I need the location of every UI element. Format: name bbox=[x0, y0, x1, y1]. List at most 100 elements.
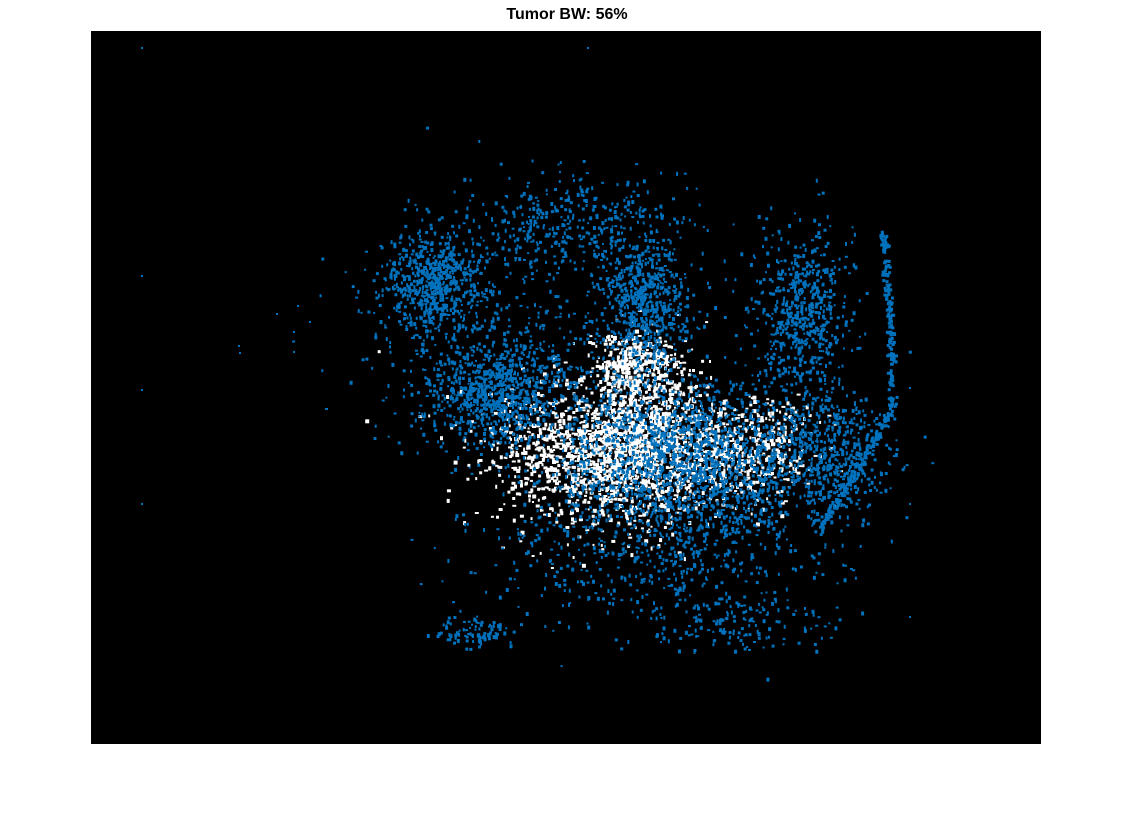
mask-pixel bbox=[602, 463, 606, 467]
mask-pixel bbox=[718, 453, 722, 457]
mask-pixel bbox=[567, 499, 572, 504]
mask-pixel bbox=[608, 338, 611, 342]
mask-pixel bbox=[750, 467, 753, 471]
cell-point bbox=[580, 451, 583, 453]
cell-point bbox=[616, 524, 620, 528]
mask-pixel bbox=[705, 384, 710, 389]
cell-point bbox=[656, 479, 659, 482]
cell-point bbox=[728, 392, 731, 396]
cell-point bbox=[742, 422, 746, 426]
cell-point bbox=[722, 491, 726, 494]
mask-pixel bbox=[675, 429, 679, 433]
cell-point bbox=[571, 460, 575, 465]
mask-pixel bbox=[615, 481, 619, 485]
cell-point bbox=[692, 387, 695, 391]
mask-pixel bbox=[638, 380, 643, 384]
cell-point bbox=[712, 492, 716, 497]
mask-pixel bbox=[678, 442, 681, 446]
cell-point bbox=[741, 513, 744, 517]
mask-pixel bbox=[777, 461, 780, 465]
cell-point bbox=[771, 415, 775, 418]
mask-pixel bbox=[689, 389, 692, 394]
cell-point bbox=[517, 395, 520, 399]
mask-pixel bbox=[576, 499, 580, 502]
mask-pixel bbox=[669, 388, 674, 393]
cell-point bbox=[764, 475, 767, 479]
cell-point bbox=[694, 392, 698, 397]
mask-pixel bbox=[462, 446, 466, 449]
mask-pixel bbox=[690, 386, 694, 390]
mask-pixel bbox=[464, 438, 467, 443]
cell-point bbox=[670, 546, 673, 551]
cell-point bbox=[654, 502, 657, 506]
cell-point bbox=[768, 430, 772, 435]
cell-point bbox=[661, 465, 664, 469]
mask-pixel bbox=[527, 427, 530, 430]
mask-pixel bbox=[602, 496, 606, 500]
mask-pixel bbox=[615, 348, 620, 351]
mask-pixel bbox=[618, 439, 622, 442]
cell-point bbox=[712, 524, 715, 529]
cell-point bbox=[591, 442, 594, 445]
cell-point bbox=[643, 487, 647, 492]
mask-pixel bbox=[647, 430, 650, 435]
mask-pixel bbox=[710, 375, 713, 380]
mask-pixel bbox=[601, 548, 605, 552]
mask-pixel bbox=[547, 513, 551, 517]
cell-point bbox=[684, 444, 688, 447]
cell-point bbox=[694, 478, 698, 483]
cell-point bbox=[776, 482, 779, 486]
cell-point bbox=[743, 459, 746, 464]
mask-pixel bbox=[602, 461, 606, 464]
mask-pixel bbox=[653, 368, 656, 372]
mask-pixel bbox=[519, 434, 522, 437]
cell-point bbox=[713, 462, 717, 466]
cell-point bbox=[756, 429, 758, 434]
mask-pixel bbox=[508, 424, 511, 428]
mask-pixel bbox=[532, 394, 535, 398]
cell-point bbox=[559, 487, 562, 491]
cell-point bbox=[812, 521, 816, 525]
mask-pixel bbox=[581, 430, 585, 434]
mask-pixel bbox=[642, 503, 645, 508]
cell-point bbox=[618, 453, 622, 458]
mask-pixel bbox=[541, 509, 544, 512]
cell-point bbox=[475, 360, 477, 362]
cell-point bbox=[749, 426, 752, 429]
mask-pixel bbox=[565, 454, 569, 458]
cell-point bbox=[660, 444, 663, 449]
mask-pixel bbox=[718, 483, 722, 487]
mask-pixel bbox=[591, 431, 596, 434]
mask-pixel bbox=[737, 425, 742, 428]
mask-pixel bbox=[624, 395, 627, 399]
mask-pixel bbox=[583, 498, 587, 501]
mask-pixel bbox=[510, 450, 514, 453]
cell-point bbox=[580, 366, 582, 370]
cell-point bbox=[674, 516, 677, 520]
mask-pixel bbox=[580, 384, 583, 387]
cell-point bbox=[579, 460, 583, 464]
mask-pixel bbox=[635, 463, 639, 467]
cell-point bbox=[781, 474, 784, 477]
cell-point bbox=[744, 415, 747, 418]
mask-pixel bbox=[737, 414, 741, 417]
mask-pixel bbox=[677, 460, 682, 463]
cell-point bbox=[701, 495, 704, 498]
mask-pixel bbox=[627, 362, 631, 366]
mask-pixel bbox=[632, 359, 636, 362]
mask-pixel bbox=[602, 513, 606, 517]
mask-pixel bbox=[749, 424, 751, 427]
mask-pixel bbox=[653, 388, 656, 393]
cell-point bbox=[743, 479, 746, 484]
cell-point bbox=[713, 441, 716, 445]
cell-point bbox=[775, 537, 778, 541]
mask-pixel bbox=[670, 520, 673, 525]
mask-pixel bbox=[777, 450, 780, 454]
cell-point bbox=[501, 367, 504, 372]
cell-point bbox=[722, 515, 726, 520]
cell-point bbox=[697, 456, 701, 459]
mask-pixel bbox=[622, 362, 626, 365]
mask-pixel bbox=[769, 404, 773, 407]
mask-pixel bbox=[615, 431, 618, 434]
mask-pixel bbox=[741, 483, 744, 487]
